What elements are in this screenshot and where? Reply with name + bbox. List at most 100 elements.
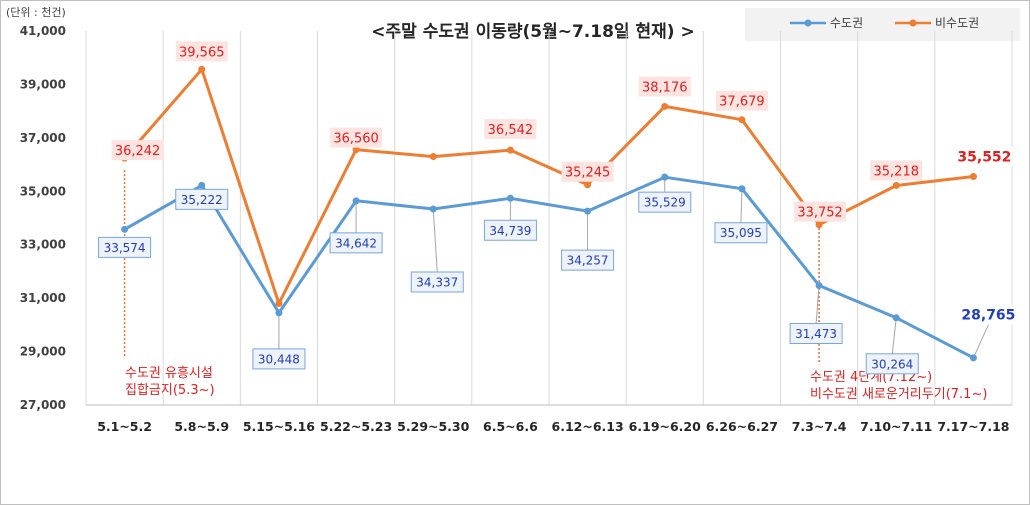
data-label-box-sudogwon [175, 188, 229, 210]
data-label-sudogwon: 35,222 [181, 193, 223, 207]
data-point-bisudogwon [892, 181, 900, 189]
data-label-sudogwon: 35,095 [720, 226, 762, 240]
x-tick-label: 5.15~5.16 [243, 419, 315, 434]
data-point-sudogwon [352, 197, 360, 205]
data-label-box-bisudogwon [484, 119, 537, 140]
data-label-box-sudogwon [98, 236, 152, 258]
data-label-box-sudogwon [483, 219, 537, 241]
label-leader-line [432, 208, 438, 273]
series-line-sudogwon [123, 175, 975, 360]
data-label-bisudogwon: 33,752 [797, 206, 843, 221]
data-label-box-sudogwon [789, 323, 843, 345]
data-point-bisudogwon [429, 153, 437, 161]
data-point-sudogwon [892, 314, 900, 322]
y-tick-label: 31,000 [20, 291, 66, 305]
data-label-box-bisudogwon [175, 41, 228, 62]
data-point-bisudogwon [198, 65, 206, 73]
data-label-box-sudogwon [865, 353, 919, 375]
data-label-sudogwon: 30,448 [258, 352, 300, 366]
y-tick-label: 41,000 [20, 24, 66, 38]
x-tick-label: 6.26~6.27 [706, 419, 778, 434]
data-point-sudogwon [275, 309, 283, 317]
data-point-bisudogwon [352, 146, 360, 154]
data-label-box-bisudogwon [561, 161, 614, 182]
data-point-bisudogwon [584, 181, 592, 189]
data-label-box-bisudogwon [956, 146, 1013, 167]
data-label-sudogwon: 34,739 [489, 224, 531, 238]
x-tick-label: 6.19~6.20 [629, 419, 701, 434]
data-label-bisudogwon: 36,560 [333, 132, 379, 147]
data-label-bisudogwon: 35,552 [957, 150, 1011, 166]
data-point-bisudogwon [506, 146, 514, 154]
data-label-box-bisudogwon [638, 76, 691, 97]
annotation-text: 비수도권 새로운거리두기(7.1~) [810, 387, 987, 402]
x-tick-label: 5.8~5.9 [174, 419, 229, 434]
data-label-bisudogwon: 36,542 [488, 123, 534, 138]
x-tick-label: 7.3~7.4 [792, 419, 847, 434]
data-label-box-bisudogwon [715, 90, 768, 111]
data-label-bisudogwon: 35,218 [874, 164, 920, 179]
legend-box [745, 8, 1020, 41]
grid-layer [85, 31, 1013, 405]
data-label-bisudogwon: 39,565 [179, 45, 225, 60]
y-tick-label: 39,000 [20, 77, 66, 91]
y-tick-label: 33,000 [20, 238, 66, 252]
x-tick-label: 7.17~7.18 [937, 419, 1009, 434]
x-tick-label: 6.12~6.13 [552, 419, 624, 434]
data-label-bisudogwon: 37,679 [719, 95, 765, 110]
data-label-sudogwon: 34,337 [416, 275, 458, 289]
data-point-bisudogwon [738, 116, 746, 124]
data-point-sudogwon [121, 225, 129, 233]
chart-title: <주말 수도권 이동량(5월~7.18일 현재) > [371, 21, 694, 42]
data-label-box-sudogwon [638, 191, 692, 213]
data-point-sudogwon [429, 205, 437, 213]
x-tick-label: 5.29~5.30 [397, 419, 469, 434]
data-label-sudogwon: 33,574 [104, 241, 146, 255]
data-point-sudogwon [198, 181, 206, 189]
label-leader-line [740, 188, 743, 223]
x-tick-label: 6.5~6.6 [483, 419, 538, 434]
y-tick-label: 35,000 [20, 184, 66, 198]
data-label-box-sudogwon [329, 232, 383, 254]
annotation-text: 수도권 유흥시설 [125, 366, 213, 381]
x-tick-label: 5.22~5.23 [320, 419, 392, 434]
data-label-sudogwon: 31,473 [795, 327, 837, 341]
y-tick-label: 27,000 [20, 398, 66, 412]
data-label-box-bisudogwon [111, 140, 164, 161]
unit-label: (단위 : 천건) [6, 5, 66, 19]
data-point-sudogwon [661, 173, 669, 181]
legend-marker-sudogwon [804, 19, 812, 27]
data-point-bisudogwon [815, 221, 823, 229]
data-label-bisudogwon: 36,242 [115, 144, 161, 159]
data-label-box-sudogwon [410, 271, 464, 293]
y-tick-label: 29,000 [20, 345, 66, 359]
legend-label-sudogwon: 수도권 [830, 16, 863, 30]
data-label-box-sudogwon [714, 222, 768, 244]
axis-layer: 27,000 29,000 31,000 33,000 35,000 37,000 39,0… [20, 24, 1012, 434]
data-label-box-bisudogwon [870, 160, 923, 181]
label-leader-line [972, 324, 989, 359]
data-label-box-sudogwon [961, 304, 1016, 325]
data-label-layer: 33,574 35,222 30,448 34,642 34,337 34,739 34,2… [98, 41, 1016, 375]
data-label-sudogwon: 35,529 [644, 196, 686, 210]
data-label-box-sudogwon [561, 249, 615, 271]
y-tick-label: 37,000 [20, 131, 66, 145]
data-point-bisudogwon [275, 299, 283, 307]
data-label-bisudogwon: 35,245 [565, 166, 611, 181]
data-label-box-bisudogwon [794, 201, 847, 222]
legend: 수도권 비수도권 [745, 8, 1020, 41]
label-leader-line [815, 285, 820, 324]
data-point-sudogwon [815, 282, 823, 290]
legend-marker-bisudogwon [909, 19, 917, 27]
x-tick-label: 7.10~7.11 [860, 419, 932, 434]
x-tick-label: 5.1~5.2 [97, 419, 152, 434]
data-label-sudogwon: 34,257 [567, 254, 609, 268]
label-leader-line [891, 317, 897, 354]
data-label-sudogwon: 28,765 [961, 307, 1015, 323]
data-point-bisudogwon [969, 173, 977, 181]
data-point-sudogwon [506, 194, 514, 202]
data-point-bisudogwon [661, 102, 669, 110]
data-point-sudogwon [584, 207, 592, 215]
